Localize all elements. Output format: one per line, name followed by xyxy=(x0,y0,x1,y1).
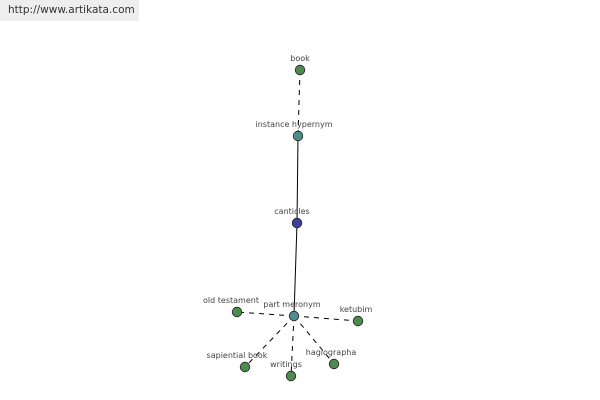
edge-part-meronym-to-sapiential-book xyxy=(244,315,295,368)
edges-layer xyxy=(236,69,359,377)
edge-part-meronym-to-ketubim xyxy=(293,315,359,322)
node-old-testament[interactable] xyxy=(231,306,243,318)
node-label-old-testament[interactable]: old testament xyxy=(203,296,259,305)
node-label-book[interactable]: book xyxy=(290,54,310,63)
node-label-canticles[interactable]: canticles xyxy=(274,207,309,216)
labels-layer: book instance hypernym canticles part meron… xyxy=(203,54,372,369)
node-ketubim[interactable] xyxy=(352,315,364,327)
edge-part-meronym-to-writings xyxy=(290,315,295,377)
node-book[interactable] xyxy=(294,64,306,76)
edge-part-meronym-to-hagiographa xyxy=(293,315,335,365)
node-instance-hypernym[interactable] xyxy=(292,130,304,142)
edge-part-meronym-to-old-testament xyxy=(236,311,295,317)
node-label-sapiential-book[interactable]: sapiential book xyxy=(207,351,268,360)
node-label-hagiographa[interactable]: hagiographa xyxy=(306,348,357,357)
site-url-link[interactable]: http://www.artikata.com xyxy=(8,4,135,16)
node-label-ketubim[interactable]: ketubim xyxy=(340,305,373,314)
node-label-instance-hypernym[interactable]: instance hypernym xyxy=(256,120,333,129)
edge-canticles-to-part-meronym xyxy=(293,222,298,317)
node-writings[interactable] xyxy=(285,370,297,382)
node-sapiential-book[interactable] xyxy=(239,361,251,373)
nodes-layer xyxy=(231,64,364,382)
node-label-writings[interactable]: writings xyxy=(270,360,302,369)
edge-instance-hypernym-to-canticles xyxy=(296,135,299,224)
node-hagiographa[interactable] xyxy=(328,358,340,370)
node-part-meronym[interactable] xyxy=(288,310,300,322)
node-label-part-meronym[interactable]: part meronym xyxy=(263,300,320,309)
edge-book-to-instance-hypernym xyxy=(297,69,301,137)
node-canticles[interactable] xyxy=(291,217,303,229)
url-banner: http://www.artikata.com xyxy=(0,0,139,21)
